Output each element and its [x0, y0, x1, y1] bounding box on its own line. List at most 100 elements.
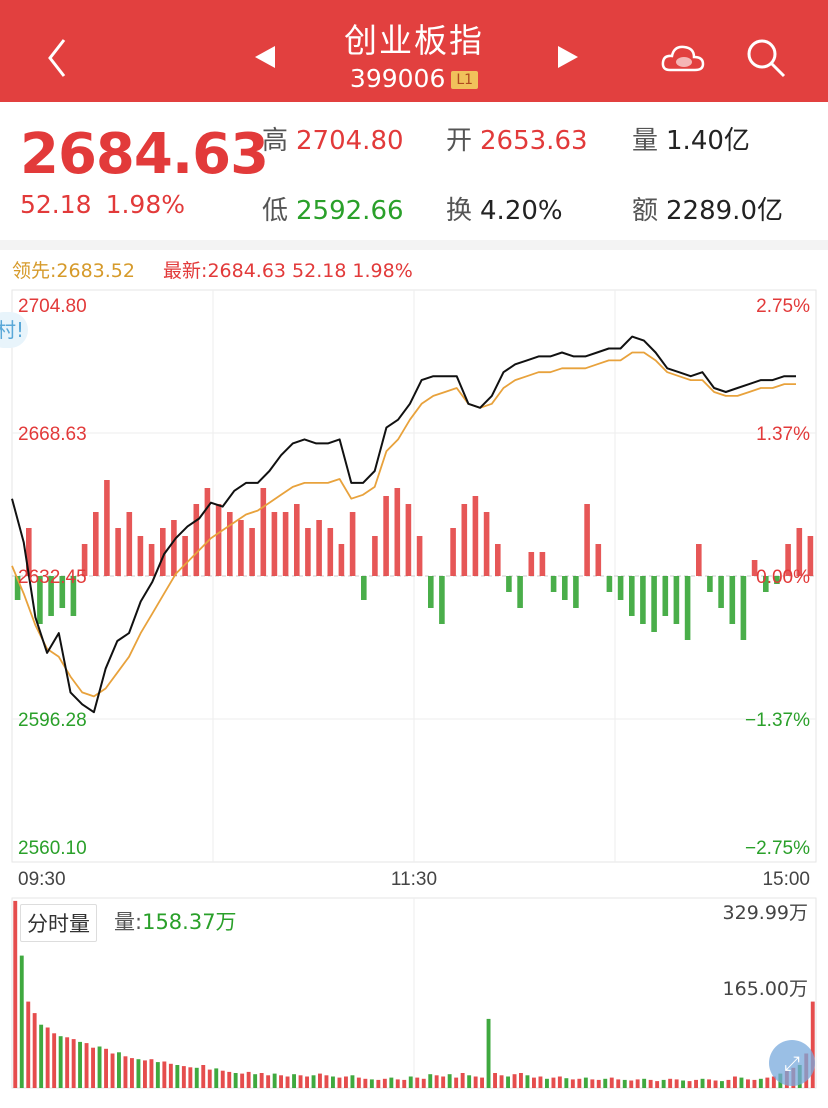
leading-label: 领先: [12, 260, 57, 282]
flow-bar [416, 536, 423, 576]
volume-stat: 量 1.40亿 [632, 120, 750, 157]
volume-bar [26, 1001, 31, 1088]
flow-bar [260, 488, 267, 576]
flow-bar [483, 512, 490, 576]
turnover-value: 4.20% [480, 196, 563, 226]
volume-bar [570, 1079, 575, 1088]
flow-bar [539, 552, 546, 576]
volume-bar [363, 1078, 368, 1088]
next-arrow-icon[interactable] [556, 44, 580, 70]
flow-bar [294, 504, 300, 576]
flow-bar [48, 576, 54, 616]
volume-bar [376, 1079, 381, 1088]
flow-bar [774, 576, 780, 584]
volume-bar [661, 1079, 666, 1088]
volume-bar [512, 1074, 517, 1088]
prev-arrow-icon[interactable] [253, 44, 277, 70]
volume-bar [233, 1073, 238, 1088]
volume-bar [344, 1076, 348, 1088]
volume-bar [39, 1024, 44, 1088]
leading-legend: 领先:2683.52 [12, 260, 135, 282]
volume-bar [596, 1079, 601, 1088]
flow-bar [796, 528, 803, 576]
volume-bar [648, 1079, 653, 1088]
volume-bar [486, 1018, 491, 1088]
flow-bar [562, 576, 568, 600]
volume-bar [473, 1076, 478, 1088]
x-tick-label: 15:00 [762, 869, 810, 890]
volume-bar [635, 1079, 640, 1088]
volume-bar [305, 1076, 309, 1088]
flow-bar [472, 496, 479, 576]
search-icon[interactable] [744, 36, 788, 80]
volume-bar [739, 1077, 744, 1088]
volume-bar [467, 1075, 472, 1088]
volume-bar [538, 1076, 543, 1088]
volume-bar [726, 1079, 731, 1088]
flow-bar [629, 576, 635, 616]
turnover-label: 换 [446, 196, 473, 226]
volume-mode-button[interactable]: 分时量 [20, 904, 97, 942]
section-divider [0, 240, 828, 250]
back-icon[interactable] [44, 36, 70, 80]
volume-label: 量 [632, 126, 659, 156]
volume-bar [519, 1073, 523, 1088]
volume-bar [369, 1079, 374, 1088]
x-tick-label: 11:30 [391, 869, 437, 890]
flow-bar [171, 520, 177, 576]
volume-bar [246, 1071, 251, 1088]
volume-bar [149, 1059, 154, 1088]
volume-bar [117, 1052, 121, 1088]
volume-bar [32, 1013, 37, 1088]
volume-bar [266, 1075, 271, 1088]
level-badge: L1 [451, 71, 479, 89]
volume-bar [480, 1077, 484, 1088]
volume-bar [155, 1062, 160, 1088]
flow-bar [584, 504, 590, 576]
volume-bar [577, 1078, 582, 1088]
volume-bar [65, 1037, 70, 1088]
expand-fab[interactable]: ⤢ [769, 1040, 815, 1086]
volume-bar [583, 1077, 588, 1088]
volume-bar [733, 1076, 737, 1088]
volume-value: 1.40亿 [666, 126, 750, 156]
volume-bar [752, 1079, 757, 1088]
volume-bar [162, 1061, 167, 1088]
index-code-value: 399006 [349, 64, 446, 93]
volume-bar [311, 1075, 316, 1088]
volume-bar [272, 1073, 277, 1088]
volume-bar [603, 1078, 608, 1088]
volume-bar [609, 1077, 614, 1088]
flow-bar [528, 552, 535, 576]
cloud-icon[interactable] [660, 40, 706, 76]
volume-bar [207, 1069, 212, 1088]
volume-bar [136, 1059, 141, 1088]
flow-bar [718, 576, 724, 608]
price-change: 52.18 1.98% [20, 190, 199, 219]
flow-bar [37, 576, 43, 624]
flow-bar [751, 560, 758, 576]
flow-bar [439, 576, 445, 624]
flow-bar [595, 544, 602, 576]
volume-bar [590, 1079, 595, 1088]
flow-bar [740, 576, 747, 640]
volume-bar [58, 1036, 63, 1088]
volume-bar [181, 1066, 186, 1088]
flow-bar [707, 576, 713, 592]
volume-bar [78, 1041, 82, 1088]
flow-bar [14, 576, 21, 600]
volume-bar [499, 1075, 504, 1088]
volume-bar [700, 1078, 705, 1088]
volume-axis-mid: 165.00万 [722, 978, 808, 1000]
flow-bar [729, 576, 736, 624]
turnover-stat: 换 4.20% [446, 190, 563, 227]
side-tab[interactable]: 村! [0, 312, 28, 348]
flow-bar [673, 576, 680, 624]
volume-bar [674, 1079, 679, 1088]
flow-bar [450, 528, 456, 576]
volume-bar [707, 1079, 711, 1088]
volume-bar [123, 1056, 128, 1088]
y-left-tick-label: 2632.45 [18, 567, 87, 588]
volume-bar [110, 1053, 115, 1088]
